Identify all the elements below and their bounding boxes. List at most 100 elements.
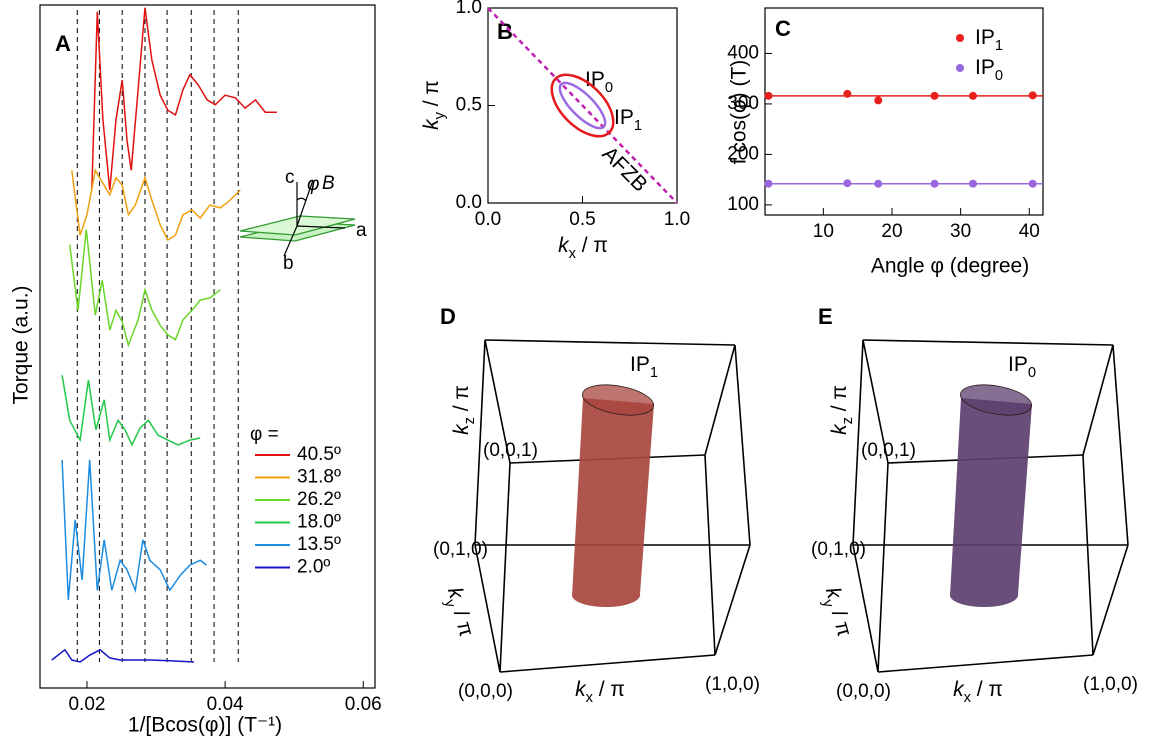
box-edge: [704, 454, 716, 656]
x-axis-label: Angle φ (degree): [871, 255, 1029, 278]
x-tick-label: 40: [1019, 221, 1040, 242]
y-axis-label-sub: y: [432, 111, 448, 119]
legend-label-main: IP: [975, 56, 995, 79]
x-tick-label: 0.02: [68, 694, 105, 715]
torque-curve: [68, 229, 221, 348]
kx-label-sub: x: [586, 690, 594, 706]
legend-label: 18.0º: [297, 512, 341, 533]
plot-frame: [39, 4, 376, 689]
kz-label-main: k: [828, 423, 851, 435]
y-axis-label: ky / π: [420, 80, 448, 130]
legend-label: 40.5º: [297, 444, 341, 465]
y-tick-label: 0.5: [456, 95, 482, 116]
surface-panel: [474, 339, 751, 673]
data-point: [968, 179, 977, 188]
box-edge: [714, 544, 751, 656]
box-edge: [1082, 454, 1094, 656]
torque-curve: [71, 168, 241, 242]
inset-label: φ: [307, 174, 319, 195]
kz-label: kz / π: [450, 385, 478, 435]
ky-label-tail: / π: [826, 602, 856, 639]
kx-label-main: k: [953, 678, 965, 701]
data-point: [930, 179, 939, 188]
legend-marker: [956, 34, 964, 42]
pocket-label-main: IP: [630, 353, 650, 376]
x-axis-label-sub: x: [569, 246, 577, 262]
x-tick-label: 1.0: [664, 209, 690, 230]
box-edge: [474, 339, 486, 546]
ky-label-sub: y: [819, 598, 837, 610]
inset-label: c: [285, 167, 295, 188]
fermi-pocket: [558, 81, 607, 130]
ky-label: ky / π: [438, 585, 478, 640]
data-point: [874, 179, 883, 188]
x-axis-label-main: k: [558, 234, 570, 257]
kx-label-tail: / π: [971, 678, 1003, 701]
legend-marker: [956, 64, 964, 72]
zone-boundary: [487, 7, 678, 204]
corner-label: (0,0,0): [458, 681, 513, 702]
y-tick-label: 1.0: [456, 0, 482, 18]
pocket-label-sub: 0: [605, 80, 613, 96]
kz-label-tail: / π: [828, 385, 851, 417]
panel-letter: E: [818, 304, 833, 329]
pocket-label: IP1: [614, 106, 642, 134]
x-axis-label-tail: / π: [576, 234, 608, 257]
inset-label: B: [322, 173, 335, 194]
legend-label: 13.5º: [297, 534, 341, 555]
plot-frame: [764, 7, 1044, 216]
a-axis: [296, 225, 346, 229]
legend-label-sub: 0: [995, 68, 1003, 84]
corner-label: (0,1,0): [433, 539, 488, 560]
x-axis-label: kx / π: [558, 234, 608, 262]
ky-label-sub: y: [441, 598, 459, 610]
b-field: [296, 179, 314, 227]
panel-letter: D: [440, 304, 456, 329]
box-edge: [734, 344, 751, 546]
box-edge: [852, 339, 864, 546]
kx-label-tail: / π: [593, 678, 625, 701]
corner-label: (1,0,0): [705, 674, 760, 695]
y-axis-label: f cos(φ) (T): [728, 60, 751, 165]
box-edge: [862, 339, 889, 464]
box-edge: [877, 654, 1094, 673]
box-edge: [499, 654, 716, 673]
x-tick-label: 30: [950, 221, 971, 242]
box-edge: [499, 462, 511, 673]
y-tick-label: 200: [727, 143, 759, 164]
torque-curve: [91, 7, 277, 191]
b-axis: [283, 225, 298, 257]
torque-curve: [61, 375, 201, 447]
corner-label: (0,0,1): [483, 440, 538, 461]
pocket-label-sub: 1: [634, 118, 642, 134]
cylinder-body: [950, 398, 1032, 608]
data-point: [843, 179, 852, 188]
data-point: [1028, 179, 1037, 188]
kz-label: kz / π: [828, 385, 856, 435]
y-tick-label: 300: [727, 93, 759, 114]
legend-label: IP1: [975, 26, 1003, 54]
pocket-label: IP1: [630, 353, 658, 381]
box-edge: [852, 544, 879, 673]
kz-label-sub: z: [840, 417, 856, 424]
cylinder-body: [572, 398, 654, 608]
data-point: [764, 179, 773, 188]
box-edge: [474, 544, 501, 673]
kz-label-sub: z: [462, 417, 478, 424]
data-point: [764, 91, 773, 100]
torque-curve: [61, 459, 207, 600]
panel-letter: A: [55, 31, 71, 56]
data-point: [1028, 91, 1037, 100]
pocket-label-sub: 0: [1028, 365, 1036, 381]
ky-label-tail: / π: [448, 602, 478, 639]
zone-boundary-label: AFZB: [598, 142, 652, 196]
kx-label-main: k: [575, 678, 587, 701]
ky-label: ky / π: [816, 585, 856, 640]
data-point: [843, 89, 852, 98]
x-tick-label: 0.06: [345, 694, 382, 715]
inset-label: a: [356, 220, 367, 241]
kx-label: kx / π: [953, 678, 1003, 706]
x-tick-label: 20: [881, 221, 902, 242]
kz-label-tail: / π: [450, 385, 473, 417]
kx-label: kx / π: [575, 678, 625, 706]
